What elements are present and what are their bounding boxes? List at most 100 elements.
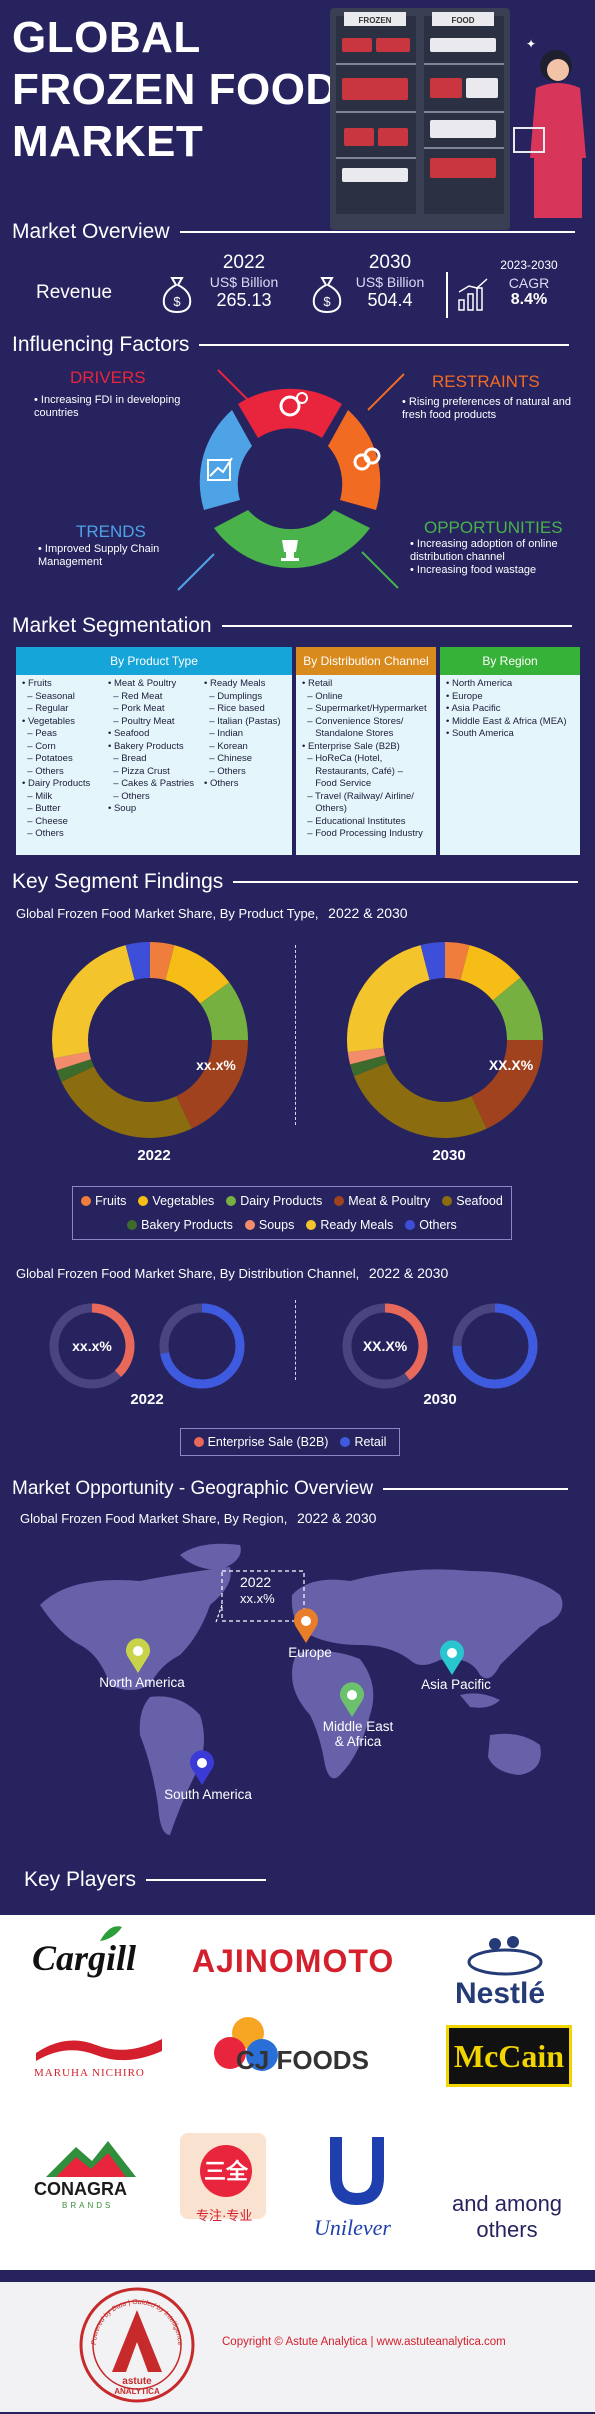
others-line: and among [451,2191,563,2216]
segment-item: • Vegetables [22,715,75,727]
segment-item: • Soup [108,803,137,814]
section-title-text: Market Segmentation [12,614,212,637]
ring-progress-enterprise-sale-b-b- [384,1303,428,1381]
legend-swatch [127,1220,138,1230]
kpi-value: 504.4 [367,290,413,310]
opportunities-title: OPPORTUNITIES [424,518,563,537]
segment-column-region: By Region • North America • Europe • Asia … [440,647,580,855]
product-legend: Fruits Vegetables Dairy Products Meat & Pou… [72,1186,512,1240]
trophy-icon [281,540,299,561]
svg-text:$: $ [173,294,181,309]
legend-label: Soups [258,1218,295,1232]
map-pin-icon [293,1608,318,1643]
donut-center-label: XX.X% [489,1057,534,1073]
conagra-logo: CONAGRA [34,2179,127,2199]
donut-slice-ready-meals [52,945,136,1059]
mccain-logo: McCain [446,2025,572,2087]
segment-item: • Bakery Products [108,740,184,752]
map-pin-icon [126,1638,150,1673]
logo-sub: ANALYTICA [114,2387,160,2396]
donut-slice-fruits [444,942,470,981]
divider [295,945,296,1125]
legend-label: Vegetables [152,1194,215,1208]
trend-chart-icon [207,457,233,481]
segment-item: • Meat & Poultry [108,678,177,689]
kpi-year: 2023-2030 [500,258,558,272]
legend-swatch [306,1220,317,1230]
kpi-2030: 2030 US$ Billion 504.4 [350,252,430,311]
ring-year-label: 2030 [423,1391,456,1408]
ajinomoto-logo: AJINOMOTO [192,1943,395,1979]
map-pin-icon [340,1682,365,1717]
segment-item: – Peas [22,728,57,739]
donut-slice-bakery-products [350,1055,388,1077]
svg-text:✦: ✦ [526,37,536,51]
donut-slice-ready-meals [347,945,431,1053]
donut-slice-soups [347,1047,386,1065]
region-label: Europe [288,1645,332,1660]
others-text: and among others [442,2191,572,2243]
footer: astute ANALYTICA Powered by Data | Guide… [0,2282,595,2412]
maruha-nichiro-logo: MARUHA NICHIRO [34,2067,145,2079]
legend-swatch [244,1220,255,1230]
legend-label: Bakery Products [141,1218,233,1232]
legend-item: Fruits [81,1194,126,1208]
donut-slice-meat-poultry [175,1039,248,1129]
restraints-title: RESTRAINTS [432,372,540,391]
subtitle-years: 2022 & 2030 [368,1265,449,1281]
kpi-unit: CAGR [508,275,550,291]
segment-list: • North America • Europe • Asia Pacific • M… [440,675,580,744]
section-title-text: Market Opportunity - Geographic Overview [12,1478,374,1499]
legend-label: Ready Meals [320,1218,394,1232]
legend-swatch [138,1196,149,1206]
kpi-year: 2030 [368,252,412,273]
segment-item: • Fruits [22,678,52,689]
map-pin-icon [190,1750,215,1785]
divider [295,1300,296,1380]
hero-title: GLOBAL FROZEN FOOD MARKET [12,12,338,168]
segment-item: – Milk [22,790,53,802]
maruha-wave-icon [36,2039,162,2061]
ring-center-label: xx.x% [72,1338,112,1354]
donut-year-label: 2030 [432,1147,465,1164]
legend-swatch [340,1437,351,1447]
geo-callout-year: 2022 [240,1574,271,1590]
world-map: 2022 xx.x% North America Europe Middle Eas… [40,1543,563,1835]
freezer-illustration: FROZEN FOOD ✦ [330,8,586,230]
segment-item: – Others [204,765,246,777]
donut-slice-seafood [353,1062,487,1138]
cargill-leaf-icon [100,1926,122,1941]
legend-label: Others [419,1218,457,1232]
kpi-value: 265.13 [216,290,272,310]
cj-foods-logo: CJ FOODS [236,2045,369,2075]
segment-item: – Others [22,828,64,839]
legend-item: Soups [244,1218,295,1232]
opportunities-list: • Increasing adoption of online distribu… [410,538,558,576]
segment-item: Others) [302,803,347,814]
legend-item: Dairy Products [226,1194,322,1208]
segment-item: – Red Meat [108,690,163,702]
money-bag-icon: $ [312,277,342,314]
factors-wheel [177,369,405,591]
kpi-unit: US$ Billion [355,274,425,290]
segment-item: – Supermarket/Hypermarket [302,703,427,714]
svg-text:三全: 三全 [204,2159,249,2184]
donut-hole [90,980,210,1100]
section-title-text: Key Players [24,1868,137,1891]
donut-slice-meat-poultry [470,1039,543,1129]
segment-item: Restaurants, Café) – [302,765,403,777]
legend-swatch [193,1437,204,1447]
others-line: others [476,2217,538,2242]
donut-slice-bakery-products [56,1058,95,1082]
cj-blossom-icon [214,2017,278,2071]
section-title-players: Key Players [24,1868,267,1892]
segment-item: Food Service [302,778,372,789]
geo-callout-value: xx.x% [240,1591,275,1606]
drivers-item: Increasing FDI in developing countries [34,394,181,419]
region-label: Asia Pacific [421,1677,491,1692]
players-panel: Cargill AJINOMOTO Nestlé MARUHA NICHIRO … [0,1915,595,2270]
opportunities-item: Increasing adoption of online distributi… [410,538,558,563]
ring-year-label: 2022 [130,1391,163,1408]
segment-column-product: By Product Type • Fruits – Seasonal – Re… [16,647,292,855]
segment-item: – Bread [108,753,147,764]
